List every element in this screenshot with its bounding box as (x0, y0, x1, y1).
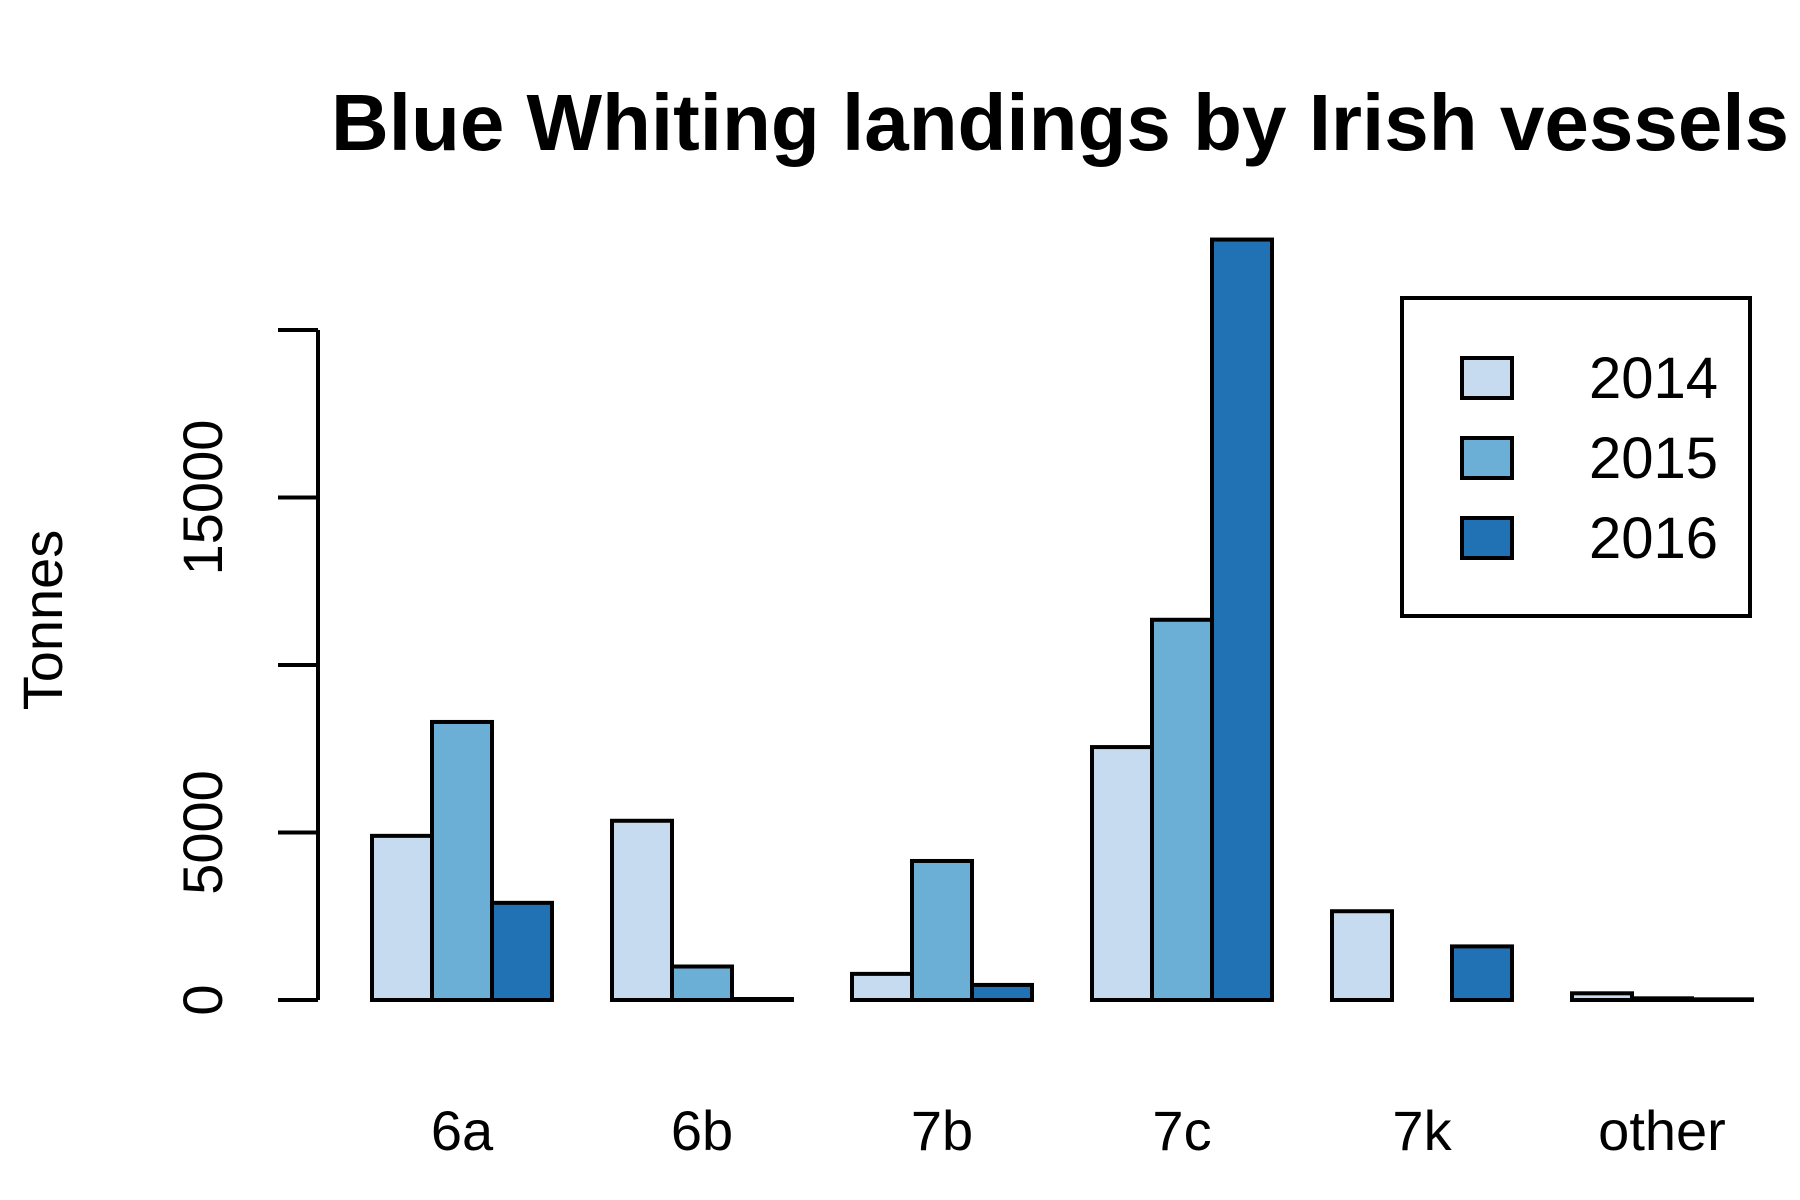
bar (910, 858, 974, 1002)
x-tick-label: 7c (1152, 1099, 1211, 1162)
x-tick-label: 7k (1392, 1099, 1452, 1162)
bar (370, 833, 434, 1002)
legend-swatch (1460, 356, 1514, 400)
bar (1210, 237, 1274, 1003)
legend-label: 2015 (1589, 426, 1718, 491)
bar (430, 719, 494, 1002)
y-tick-label: 0 (171, 984, 234, 1015)
x-tick-label: 6a (431, 1099, 494, 1162)
legend-swatch (1460, 436, 1514, 480)
x-tick-labels: 6a 6b 7b 7c 7k other (431, 1099, 1726, 1162)
bar (610, 818, 674, 1003)
bar (490, 900, 554, 1002)
y-axis-label: Tonnes (11, 530, 74, 711)
bar (1450, 944, 1514, 1003)
bar (730, 996, 794, 1002)
bar (1570, 991, 1634, 1002)
bar (850, 971, 914, 1002)
legend-swatch (1460, 516, 1514, 560)
legend-label: 2014 (1589, 346, 1718, 411)
bar (1090, 745, 1154, 1003)
legend: 2014 2015 2016 (1400, 296, 1752, 618)
x-tick-label: other (1598, 1099, 1726, 1162)
bar (1150, 617, 1214, 1003)
bar (670, 964, 734, 1002)
bar (1690, 997, 1754, 1003)
legend-label: 2016 (1589, 506, 1718, 571)
y-tick-label: 15000 (171, 420, 234, 576)
bar (1330, 909, 1394, 1002)
bar (970, 982, 1034, 1002)
bar (1630, 996, 1694, 1003)
x-tick-label: 7b (911, 1099, 973, 1162)
bars (370, 237, 1754, 1003)
x-tick-label: 6b (671, 1099, 733, 1162)
y-axis: 0 5000 15000 (171, 328, 320, 1016)
chart-title: Blue Whiting landings by Irish vessels (331, 78, 1789, 167)
y-tick-label: 5000 (171, 770, 234, 895)
